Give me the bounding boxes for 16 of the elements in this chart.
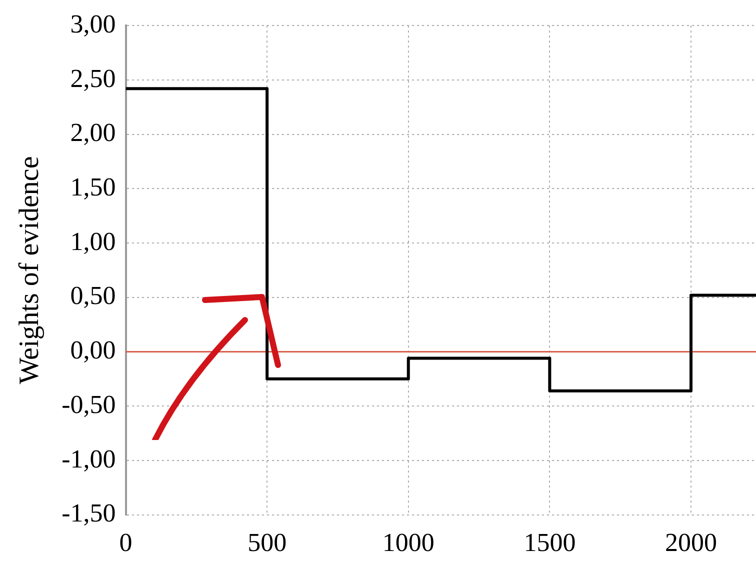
y-tick-label: 1,00 — [70, 226, 116, 256]
y-tick-label: 1,50 — [70, 172, 116, 202]
y-tick-label: -1,50 — [62, 498, 116, 528]
y-tick-label: 0,50 — [70, 281, 116, 310]
x-tick-label: 2000 — [664, 528, 717, 558]
x-tick-label: 1500 — [524, 528, 576, 558]
y-tick-label: 3,00 — [70, 9, 116, 38]
y-tick-label: 0,00 — [70, 336, 116, 365]
y-tick-label: 2,00 — [70, 118, 116, 148]
y-axis-title: Weights of evidence — [14, 156, 46, 384]
y-tick-label: 2,50 — [70, 64, 116, 93]
x-tick-label: 0 — [119, 528, 132, 558]
x-tick-label: 1000 — [382, 528, 434, 558]
y-tick-label: -0,50 — [62, 390, 116, 419]
x-tick-label: 500 — [248, 528, 287, 558]
y-tick-label: -1,00 — [62, 444, 116, 474]
